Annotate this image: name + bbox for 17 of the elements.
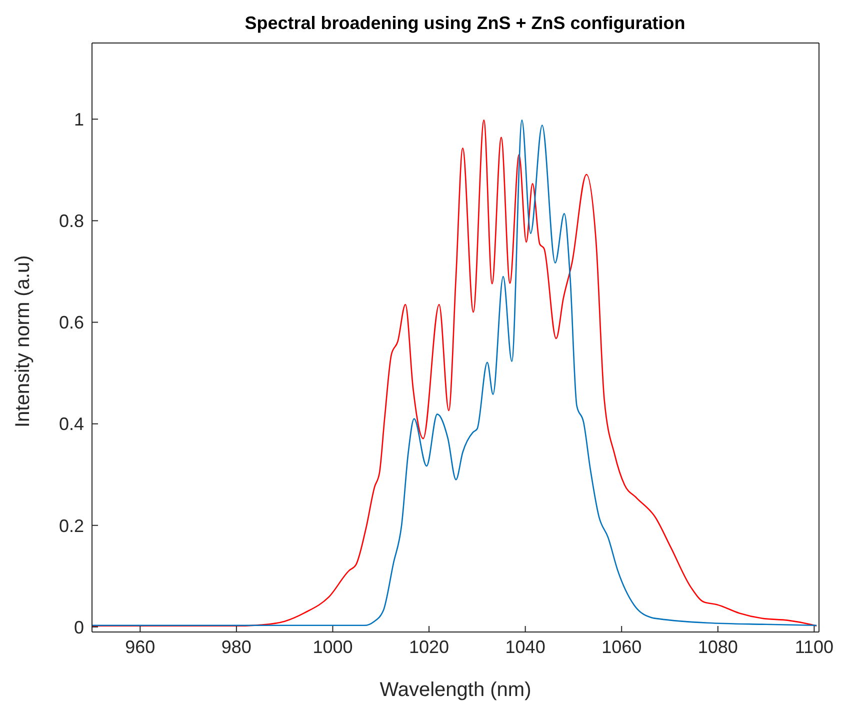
x-axis-title: Wavelength (nm) <box>380 679 532 701</box>
x-tick-label: 960 <box>125 636 156 657</box>
x-tick-label: 1100 <box>794 636 834 657</box>
x-tick-label: 1000 <box>312 636 353 657</box>
y-tick-label: 0 <box>74 617 84 638</box>
y-axis-title: Intensity norm (a.u) <box>12 255 34 428</box>
y-tick-label: 0.4 <box>58 414 84 434</box>
y-tick-label: 0.6 <box>58 312 84 333</box>
chart-title: Spectral broadening using ZnS + ZnS configuration <box>244 12 686 35</box>
x-tick-label: 1020 <box>408 636 450 657</box>
y-tick-label: 1 <box>74 110 84 130</box>
x-tick-label: 1080 <box>698 636 738 657</box>
x-tick-label: 1060 <box>602 636 642 657</box>
x-tick-label: 980 <box>221 636 252 657</box>
x-tick-label: 1040 <box>505 636 546 657</box>
y-tick-label: 0.8 <box>58 211 84 232</box>
y-tick-label: 0.2 <box>58 516 84 536</box>
